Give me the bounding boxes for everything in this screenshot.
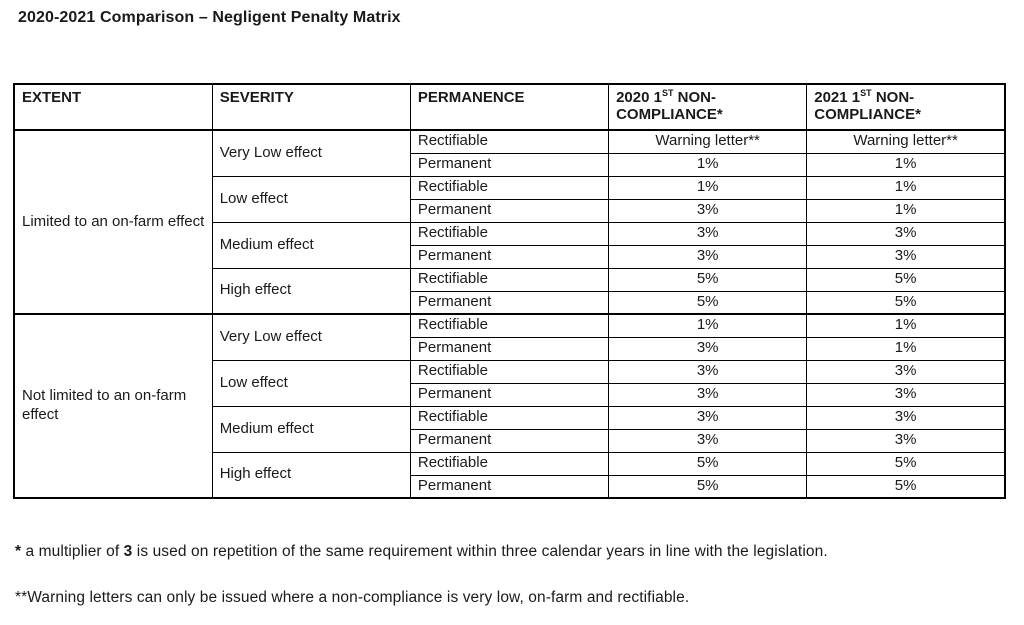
header-2020-text: 2020 1 — [616, 89, 662, 106]
table-row: Not limited to an on-farm effect Very Lo… — [13, 313, 1006, 499]
permanence-cell: Rectifiable — [409, 175, 610, 200]
penalty-2021-cell: 1% — [806, 152, 1006, 177]
footnote-bold-3: 3 — [123, 543, 133, 560]
penalty-2021-cell: 3% — [806, 359, 1006, 384]
penalty-2020-cell: 3% — [608, 198, 808, 223]
permanence-cell: Permanent — [409, 290, 610, 315]
footnote-warning-letters: **Warning letters can only be issued whe… — [15, 589, 690, 606]
footnote-multiplier: * a multiplier of 3 is used on repetitio… — [15, 543, 828, 561]
penalty-2021-cell: 5% — [806, 290, 1006, 315]
severity-cell: Low effect — [211, 359, 411, 407]
penalty-2021-cell: 5% — [806, 267, 1006, 292]
table-row: Permanent 3% 3% — [14, 382, 1006, 407]
permanence-cell: Permanent — [409, 198, 610, 223]
permanence-cell: Permanent — [409, 152, 610, 177]
penalty-2021-cell: 5% — [806, 474, 1006, 499]
table-row: Medium effect Rectifiable 3% 3% — [14, 221, 1006, 269]
penalty-2021-cell: 1% — [806, 175, 1006, 200]
table-row: Limited to an on-farm effect Very Low ef… — [13, 129, 1006, 315]
penalty-2020-cell: 1% — [608, 152, 808, 177]
penalty-2020-cell: 3% — [608, 382, 808, 407]
severity-cell: Very Low effect — [211, 129, 411, 177]
table-row: Permanent 1% 1% — [14, 152, 1006, 177]
permanence-cell: Rectifiable — [409, 359, 610, 384]
table-row: Permanent 3% 1% — [14, 336, 1006, 361]
header-2020-line2: COMPLIANCE* — [616, 106, 723, 123]
permanence-cell: Rectifiable — [409, 451, 610, 476]
extent-cell: Not limited to an on-farm effect — [13, 313, 213, 499]
permanence-cell: Rectifiable — [409, 129, 610, 154]
penalty-2021-cell: 1% — [806, 313, 1006, 338]
header-2021-text2: NON- — [871, 89, 915, 106]
penalty-2020-cell: 5% — [608, 474, 808, 499]
table-row: Permanent 3% 1% — [14, 198, 1006, 223]
penalty-2020-cell: 3% — [608, 336, 808, 361]
penalty-2021-cell: 3% — [806, 244, 1006, 269]
severity-cell: High effect — [211, 451, 411, 499]
penalty-2020-cell: 5% — [608, 267, 808, 292]
severity-cell: Medium effect — [211, 405, 411, 453]
permanence-cell: Permanent — [409, 382, 610, 407]
header-2021-line2: COMPLIANCE* — [814, 106, 921, 123]
penalty-2021-cell: 3% — [806, 405, 1006, 430]
penalty-2021-cell: 5% — [806, 451, 1006, 476]
table-row: High effect Rectifiable 5% 5% — [14, 451, 1006, 499]
table-row: Permanent 3% 3% — [14, 428, 1006, 453]
footnote-star: * — [15, 543, 22, 560]
permanence-cell: Rectifiable — [409, 221, 610, 246]
penalty-2021-cell: 1% — [806, 336, 1006, 361]
penalty-2020-cell: 3% — [608, 244, 808, 269]
penalty-2020-cell: 5% — [608, 451, 808, 476]
penalty-2020-cell: 3% — [608, 359, 808, 384]
header-2021-text: 2021 1 — [814, 89, 861, 106]
table-header-row: EXTENT SEVERITY PERMANENCE 2020 1ST NON-… — [13, 83, 1006, 131]
penalty-2020-cell: 1% — [608, 175, 808, 200]
severity-cell: Medium effect — [211, 221, 411, 269]
penalty-2021-cell: Warning letter** — [806, 129, 1006, 154]
header-severity: SEVERITY — [211, 83, 411, 131]
severity-cell: High effect — [211, 267, 411, 315]
permanence-cell: Permanent — [409, 474, 610, 499]
penalty-2021-cell: 1% — [806, 198, 1006, 223]
footnote-text2: is used on repetition of the same requir… — [132, 543, 828, 560]
extent-cell: Limited to an on-farm effect — [13, 129, 213, 315]
header-2021-non-compliance: 2021 1ST NON- COMPLIANCE* — [806, 83, 1006, 131]
table-row: Permanent 3% 3% — [14, 244, 1006, 269]
permanence-cell: Rectifiable — [409, 405, 610, 430]
table-row: Permanent 5% 5% — [14, 474, 1006, 499]
penalty-2020-cell: 3% — [608, 221, 808, 246]
penalty-2020-cell: 3% — [608, 405, 808, 430]
penalty-2020-cell: Warning letter** — [608, 129, 808, 154]
penalty-2021-cell: 3% — [806, 382, 1006, 407]
permanence-cell: Permanent — [409, 428, 610, 453]
penalty-2021-cell: 3% — [806, 428, 1006, 453]
footnote-text: a multiplier of — [21, 543, 124, 560]
severity-cell: Very Low effect — [211, 313, 411, 361]
table-row: Low effect Rectifiable 3% 3% — [14, 359, 1006, 407]
severity-cell: Low effect — [211, 175, 411, 223]
permanence-cell: Permanent — [409, 244, 610, 269]
header-extent: EXTENT — [13, 83, 213, 131]
table-row: Low effect Rectifiable 1% 1% — [14, 175, 1006, 223]
permanence-cell: Rectifiable — [409, 313, 610, 338]
table-row: Permanent 5% 5% — [14, 290, 1006, 315]
penalty-2020-cell: 1% — [608, 313, 808, 338]
page-title: 2020-2021 Comparison – Negligent Penalty… — [18, 9, 401, 26]
table-row: High effect Rectifiable 5% 5% — [14, 267, 1006, 315]
header-2020-text2: NON- — [673, 89, 716, 106]
penalty-2020-cell: 3% — [608, 428, 808, 453]
header-2020-sup: ST — [661, 88, 674, 98]
penalty-2020-cell: 5% — [608, 290, 808, 315]
permanence-cell: Permanent — [409, 336, 610, 361]
penalty-2021-cell: 3% — [806, 221, 1006, 246]
penalty-matrix-table: EXTENT SEVERITY PERMANENCE 2020 1ST NON-… — [13, 83, 1006, 499]
header-2021-sup: ST — [860, 88, 872, 98]
header-2020-non-compliance: 2020 1ST NON- COMPLIANCE* — [608, 83, 808, 131]
header-permanence: PERMANENCE — [409, 83, 610, 131]
permanence-cell: Rectifiable — [409, 267, 610, 292]
